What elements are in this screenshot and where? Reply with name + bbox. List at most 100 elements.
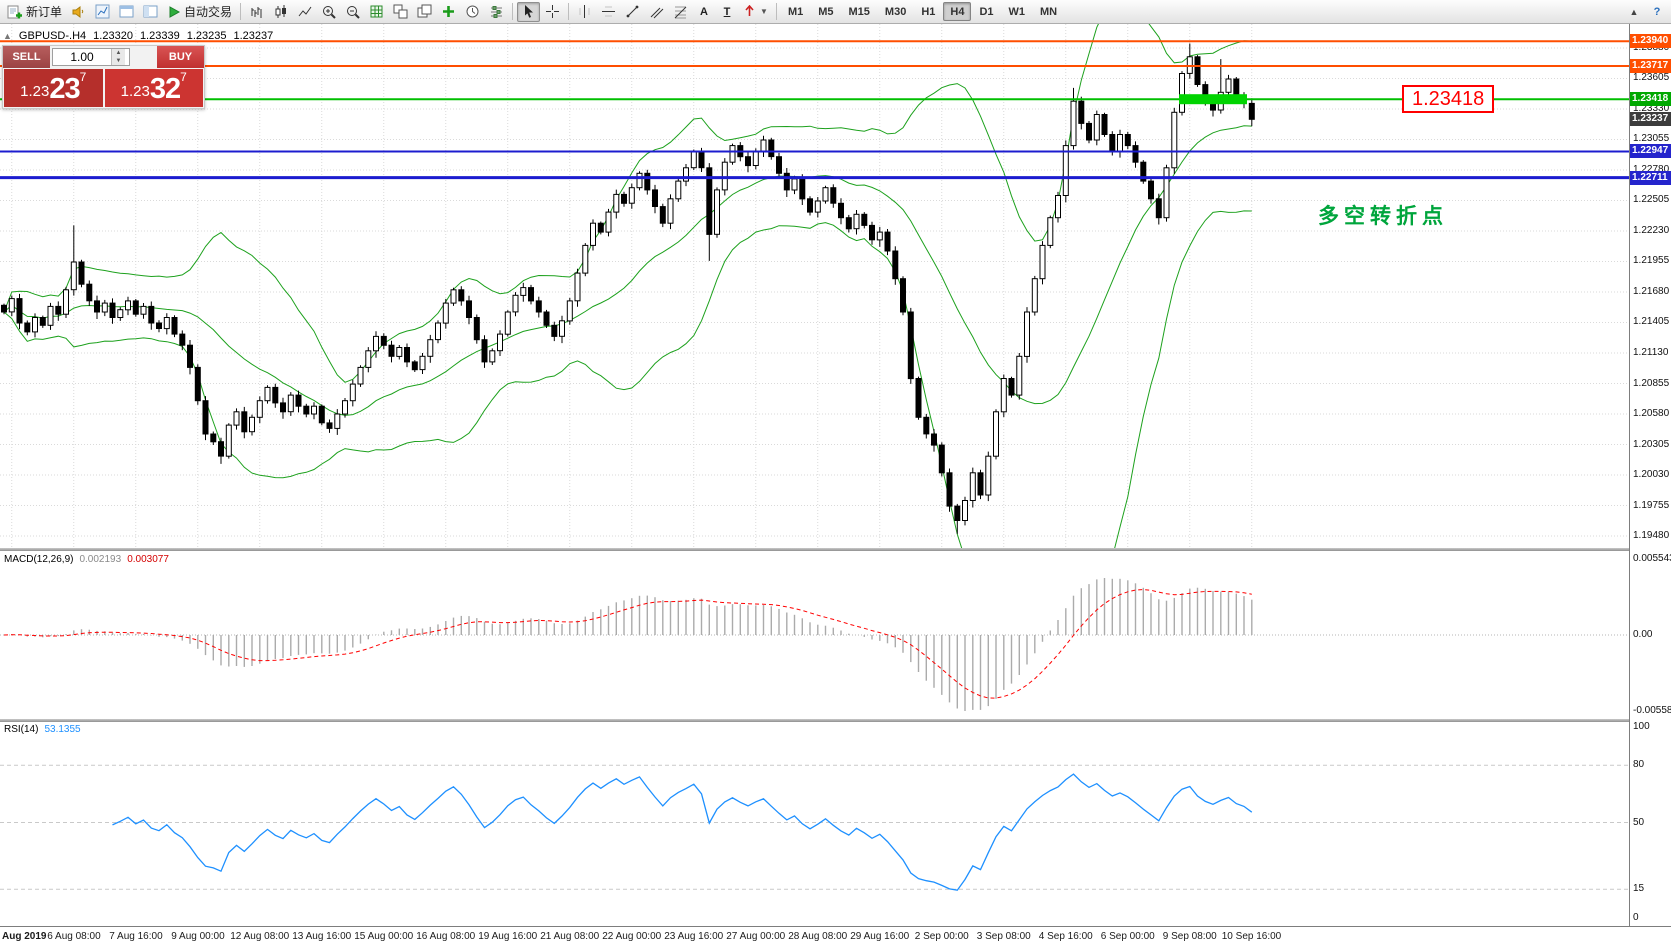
price-level-callout[interactable]: 1.23418: [1402, 85, 1495, 113]
timeframe-m1-button[interactable]: M1: [787, 5, 804, 18]
sell-price-sup: 7: [79, 70, 87, 84]
zoom-in-button[interactable]: [317, 2, 340, 22]
time-axis-label: 10 Sep 16:00: [1221, 931, 1282, 942]
time-axis-label: 16 Aug 08:00: [416, 931, 476, 942]
text-tool-icon: A: [700, 5, 708, 18]
toolbar-separator: [240, 3, 242, 20]
price-axis-label: 1.20855: [1633, 377, 1670, 389]
rsi-axis-label: 15: [1633, 883, 1645, 895]
new-order-label: 新订单: [26, 5, 63, 19]
quote-high: 1.23339: [139, 30, 180, 42]
text-tool-button[interactable]: A: [693, 2, 715, 22]
navigator-button[interactable]: [139, 2, 162, 22]
hline-tool-button[interactable]: [597, 2, 620, 22]
candle-chart-icon: [275, 5, 287, 18]
data-window-button[interactable]: [115, 2, 138, 22]
label-tool-button[interactable]: T: [716, 2, 738, 22]
tile-windows-button[interactable]: [389, 2, 412, 22]
zoom-out-icon: [347, 6, 360, 19]
quote-open: 1.23320: [93, 30, 133, 42]
volume-increase-button[interactable]: ▲: [112, 49, 125, 57]
sell-button[interactable]: SELL: [3, 46, 50, 68]
sell-price-display[interactable]: 1.23 23 7: [4, 69, 103, 107]
trendline-icon: [626, 5, 639, 18]
trendline-tool-button[interactable]: [621, 2, 644, 22]
strategy-tester-button[interactable]: [365, 2, 388, 22]
autotrading-button[interactable]: 自动交易: [163, 2, 236, 22]
price-axis-label: 1.20580: [1633, 408, 1670, 419]
candle-chart-button[interactable]: [269, 2, 292, 22]
settings-sliders-icon: [491, 6, 503, 18]
channel-tool-button[interactable]: [645, 2, 668, 22]
arrows-tool-button[interactable]: ▼: [739, 2, 772, 22]
time-axis-label: 12 Aug 08:00: [230, 931, 290, 942]
line-chart-button[interactable]: [293, 2, 316, 22]
macd-indicator-panel[interactable]: [0, 551, 1629, 719]
alerts-button[interactable]: [67, 2, 90, 22]
periods-button[interactable]: [461, 2, 484, 22]
price-axis-tag: 1.23237: [1630, 112, 1671, 127]
zoom-in-icon: [323, 6, 336, 19]
autotrading-label: 自动交易: [184, 5, 233, 19]
buy-price-display[interactable]: 1.23 32 7: [104, 69, 203, 107]
buy-button[interactable]: BUY: [157, 46, 204, 68]
macd-axis-label: 0.00: [1633, 629, 1653, 640]
chevron-down-icon: ▼: [760, 7, 768, 16]
time-axis-label: 19 Aug 16:00: [478, 931, 538, 942]
toolbar-scroll-up-button[interactable]: ▲: [1623, 3, 1645, 21]
horn-icon: [72, 6, 84, 18]
timeframe-d1-button[interactable]: D1: [979, 5, 994, 18]
tile-windows-icon: [393, 4, 408, 19]
toolbar-separator: [775, 3, 777, 20]
timeframe-m30-button[interactable]: M30: [884, 5, 907, 18]
indicators-button[interactable]: [437, 2, 460, 22]
timeframe-group: M1 M5 M15 M30 H1 H4 D1 W1 MN: [781, 2, 1064, 21]
volume-decrease-button[interactable]: ▼: [112, 57, 125, 65]
label-tool-icon: T: [723, 5, 731, 18]
quote-low: 1.23235: [186, 30, 227, 42]
chart-symbol: GBPUSD-.H4: [18, 30, 87, 42]
price-axis-label: 1.20305: [1633, 438, 1670, 450]
new-order-button[interactable]: 新订单: [3, 2, 66, 22]
timeframe-m5-button[interactable]: M5: [818, 5, 834, 18]
price-axis-label: 1.21955: [1633, 255, 1670, 267]
panel-resize-handle[interactable]: [0, 719, 1671, 722]
bar-chart-button[interactable]: [245, 2, 268, 22]
vline-tool-button[interactable]: [573, 2, 596, 22]
trade-panel-toggle[interactable]: ▲: [3, 31, 12, 41]
price-axis-label: 1.23055: [1633, 133, 1670, 145]
new-order-icon: [7, 5, 22, 18]
rsi-title-row: RSI(14) 53.1355: [4, 724, 81, 735]
cursor-tool-button[interactable]: [517, 1, 541, 22]
timeframe-h1-button[interactable]: H1: [921, 5, 936, 18]
zoom-out-button[interactable]: [341, 2, 364, 22]
arrow-object-icon: [745, 5, 754, 16]
price-axis-label: 1.22505: [1633, 194, 1670, 206]
rsi-title: RSI(14): [4, 724, 39, 735]
time-axis-label: 9 Aug 00:00: [171, 931, 225, 942]
time-axis-label: 4 Sep 16:00: [1038, 931, 1093, 942]
rsi-indicator-panel[interactable]: [0, 721, 1629, 926]
fibonacci-tool-button[interactable]: [669, 2, 692, 22]
grid-icon: [370, 5, 383, 18]
main-price-chart[interactable]: [0, 24, 1629, 548]
volume-input[interactable]: [53, 49, 111, 65]
time-axis-label: 22 Aug 00:00: [602, 931, 662, 942]
price-axis-label: 1.19755: [1633, 499, 1670, 511]
crosshair-tool-button[interactable]: [541, 2, 564, 22]
timeframe-m15-button[interactable]: M15: [848, 5, 870, 18]
market-watch-button[interactable]: [91, 2, 114, 22]
time-scale[interactable]: Aug 2019 6 Aug 08:00 7 Aug 16:00 9 Aug 00:0…: [0, 926, 1671, 947]
price-scale[interactable]: 1.238801.236051.233301.230551.227801.225…: [1629, 24, 1671, 926]
timeframe-w1-button[interactable]: W1: [1008, 5, 1026, 18]
timeframe-mn-button[interactable]: MN: [1040, 5, 1058, 18]
panel-resize-handle[interactable]: [0, 548, 1671, 551]
cascade-windows-button[interactable]: [413, 2, 436, 22]
fibonacci-icon: [674, 6, 687, 19]
time-axis-label: 13 Aug 16:00: [292, 931, 352, 942]
help-button[interactable]: ?: [1646, 2, 1668, 22]
timeframe-h4-button[interactable]: H4: [943, 2, 972, 21]
templates-button[interactable]: [485, 2, 508, 22]
navigator-icon: [143, 5, 158, 18]
add-indicator-icon: [443, 6, 455, 17]
